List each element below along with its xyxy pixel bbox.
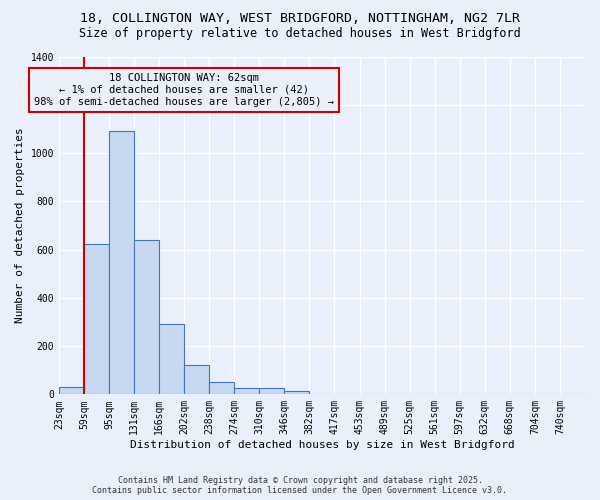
Bar xyxy=(59,387,84,394)
Bar xyxy=(184,366,209,394)
Bar xyxy=(209,382,234,394)
Bar xyxy=(84,244,109,394)
Bar xyxy=(284,390,310,394)
X-axis label: Distribution of detached houses by size in West Bridgford: Distribution of detached houses by size … xyxy=(130,440,514,450)
Text: 18 COLLINGTON WAY: 62sqm
← 1% of detached houses are smaller (42)
98% of semi-de: 18 COLLINGTON WAY: 62sqm ← 1% of detache… xyxy=(34,74,334,106)
Text: 18, COLLINGTON WAY, WEST BRIDGFORD, NOTTINGHAM, NG2 7LR: 18, COLLINGTON WAY, WEST BRIDGFORD, NOTT… xyxy=(80,12,520,26)
Y-axis label: Number of detached properties: Number of detached properties xyxy=(15,128,25,324)
Bar xyxy=(109,132,134,394)
Text: Size of property relative to detached houses in West Bridgford: Size of property relative to detached ho… xyxy=(79,28,521,40)
Text: Contains HM Land Registry data © Crown copyright and database right 2025.
Contai: Contains HM Land Registry data © Crown c… xyxy=(92,476,508,495)
Bar xyxy=(159,324,184,394)
Bar xyxy=(259,388,284,394)
Bar xyxy=(134,240,159,394)
Bar xyxy=(234,388,259,394)
